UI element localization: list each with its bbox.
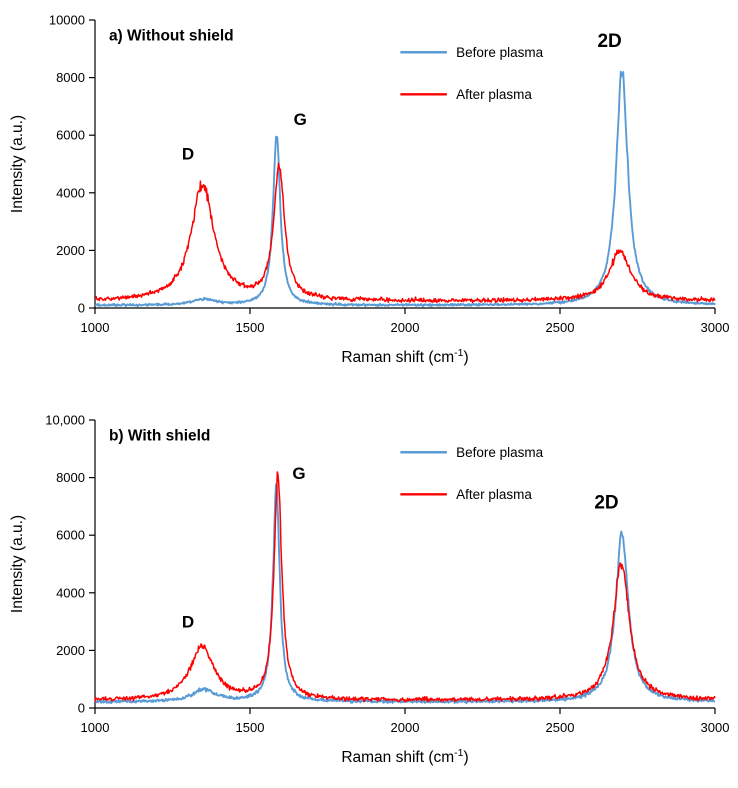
- legend-label-before-plasma: Before plasma: [456, 445, 544, 460]
- x-tick-label: 1000: [81, 720, 110, 735]
- panel-label: b) With shield: [109, 428, 210, 445]
- x-tick-label: 3000: [701, 720, 730, 735]
- series-after-plasma: [94, 471, 716, 703]
- y-tick-label: 6000: [56, 528, 85, 543]
- y-tick-label: 2000: [56, 243, 85, 258]
- series-after-plasma: [94, 162, 716, 304]
- y-axis-title: Intensity (a.u.): [9, 515, 26, 613]
- chart-b-with-shield: 0 2000 4000 6000 8000 10,000 1000 1500 2000 2500 3…: [9, 413, 730, 767]
- peak-label-g: G: [292, 464, 305, 483]
- series-before-plasma: [94, 70, 716, 308]
- x-tick-label: 2000: [391, 320, 420, 335]
- y-tick-label: 4000: [56, 585, 85, 600]
- x-axis-title: Raman shift (cm-1): [341, 347, 468, 366]
- y-tick-label: 8000: [56, 70, 85, 85]
- peak-label-2d: 2D: [597, 31, 621, 52]
- y-tick-label: 2000: [56, 643, 85, 658]
- y-tick-label: 0: [78, 701, 85, 716]
- y-axis-title: Intensity (a.u.): [9, 115, 26, 213]
- x-tick-label: 1500: [236, 320, 265, 335]
- y-tick-label: 10000: [49, 13, 85, 28]
- chart-a-without-shield: 0 2000 4000 6000 8000 10000 1000 1500 2000 2500 30…: [9, 13, 730, 367]
- x-axis-title: Raman shift (cm-1): [341, 747, 468, 766]
- y-tick-label: 10,000: [45, 413, 85, 428]
- x-tick-label: 2000: [391, 720, 420, 735]
- y-tick-label: 0: [78, 301, 85, 316]
- peak-label-g: G: [294, 110, 307, 129]
- legend-label-after-plasma: After plasma: [456, 87, 532, 102]
- y-tick-label: 6000: [56, 128, 85, 143]
- peak-label-d: D: [182, 612, 194, 631]
- peak-label-d: D: [182, 145, 194, 164]
- peak-label-2d: 2D: [594, 493, 618, 514]
- legend-label-after-plasma: After plasma: [456, 487, 532, 502]
- x-tick-label: 3000: [701, 320, 730, 335]
- x-tick-label: 1000: [81, 320, 110, 335]
- legend-label-before-plasma: Before plasma: [456, 45, 544, 60]
- panel-label: a) Without shield: [109, 28, 234, 45]
- x-tick-label: 2500: [546, 320, 575, 335]
- x-tick-label: 2500: [546, 720, 575, 735]
- y-tick-label: 8000: [56, 470, 85, 485]
- x-tick-label: 1500: [236, 720, 265, 735]
- y-tick-label: 4000: [56, 185, 85, 200]
